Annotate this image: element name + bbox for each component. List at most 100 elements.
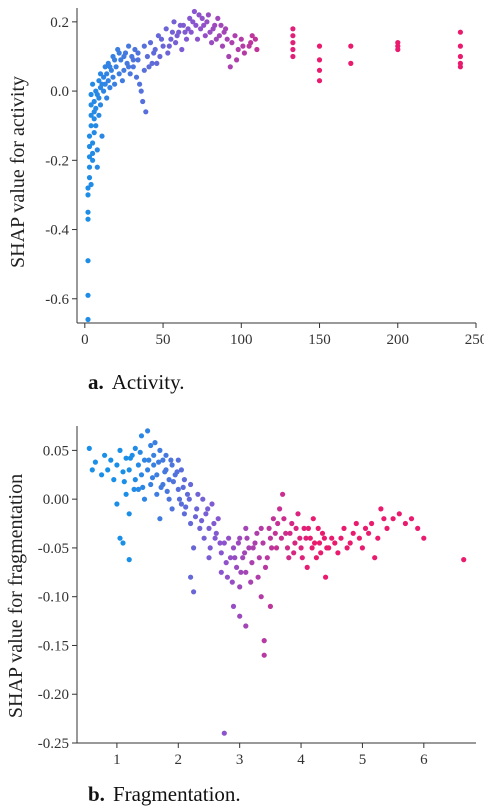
data-point [415, 525, 421, 531]
data-point [305, 525, 311, 531]
data-point [226, 535, 232, 541]
data-point [232, 555, 238, 561]
data-point [90, 150, 96, 156]
data-point [148, 442, 154, 449]
data-point [141, 457, 148, 463]
data-point [191, 545, 197, 551]
data-point [254, 46, 260, 53]
y-axis-label: SHAP value for fragmentation [5, 474, 27, 718]
caption-b-letter: b. [88, 782, 105, 806]
data-point [138, 88, 144, 94]
data-point [237, 584, 243, 590]
data-point [277, 506, 283, 512]
data-point [295, 511, 301, 517]
data-point [290, 26, 296, 32]
data-point [148, 481, 154, 488]
data-point [152, 440, 158, 446]
data-point [180, 484, 186, 490]
data-point [199, 15, 205, 21]
data-point [178, 467, 184, 473]
data-point [203, 511, 209, 517]
data-point [240, 555, 246, 561]
data-point [168, 457, 174, 463]
data-point [149, 60, 155, 66]
data-point [344, 545, 350, 551]
data-point [99, 472, 105, 478]
data-point [242, 550, 248, 556]
data-point [107, 64, 113, 70]
data-point [335, 550, 341, 556]
data-point [123, 491, 129, 497]
caption-b-text: Fragmentation. [112, 782, 241, 806]
data-point [99, 133, 105, 139]
data-point [88, 102, 94, 108]
data-point [246, 545, 252, 551]
data-point [86, 143, 93, 150]
data-point [299, 555, 305, 561]
data-point [158, 36, 165, 42]
data-point [90, 157, 96, 163]
x-tick-label: 3 [236, 752, 244, 768]
data-point [206, 525, 212, 531]
data-point [166, 477, 172, 483]
data-point [91, 130, 97, 136]
data-point [140, 484, 146, 490]
data-point [457, 64, 463, 70]
data-point [126, 64, 132, 70]
data-point [270, 516, 276, 522]
data-point [188, 574, 194, 580]
data-point [119, 78, 125, 84]
data-point [157, 447, 163, 453]
caption-a-text: Activity. [111, 370, 185, 394]
data-point [249, 560, 255, 566]
data-point [269, 545, 275, 551]
data-point [126, 557, 132, 563]
data-point [123, 455, 129, 461]
data-point [196, 12, 202, 18]
data-point [110, 74, 116, 80]
data-point [254, 530, 260, 536]
data-point [338, 535, 344, 541]
data-point [316, 67, 323, 73]
data-point [130, 64, 136, 70]
data-point [224, 36, 230, 42]
data-point [232, 33, 238, 39]
data-point [197, 525, 203, 531]
data-point [313, 555, 319, 561]
data-point [92, 459, 98, 465]
data-point [188, 481, 194, 488]
data-point [147, 40, 154, 46]
data-point [275, 520, 281, 527]
x-tick-label: 5 [359, 752, 367, 768]
data-point [86, 164, 93, 170]
data-point [375, 535, 381, 541]
data-point [381, 516, 387, 522]
data-point [111, 477, 117, 483]
data-point [323, 574, 329, 580]
data-point [216, 33, 222, 39]
chart-fragmentation: SHAP value for fragmentation 0.05 0.00 -0.… [5, 426, 476, 768]
data-point [114, 501, 120, 507]
data-point [290, 40, 296, 46]
data-point [131, 486, 137, 492]
data-point [291, 550, 297, 556]
data-point [359, 545, 365, 551]
data-point [390, 516, 396, 522]
data-point [243, 525, 249, 531]
data-point [169, 29, 175, 35]
data-point [191, 8, 197, 15]
data-point [289, 520, 295, 527]
data-point [166, 43, 172, 49]
data-point [151, 50, 157, 56]
data-point [243, 569, 249, 575]
data-point [117, 447, 123, 453]
y-tick-label: 0.00 [43, 492, 69, 508]
data-point [235, 46, 241, 53]
data-point [121, 53, 127, 60]
data-point [318, 550, 324, 556]
data-point [105, 78, 111, 84]
data-point [347, 540, 353, 546]
data-point [85, 185, 91, 191]
data-point [293, 525, 299, 531]
data-point [229, 579, 235, 585]
